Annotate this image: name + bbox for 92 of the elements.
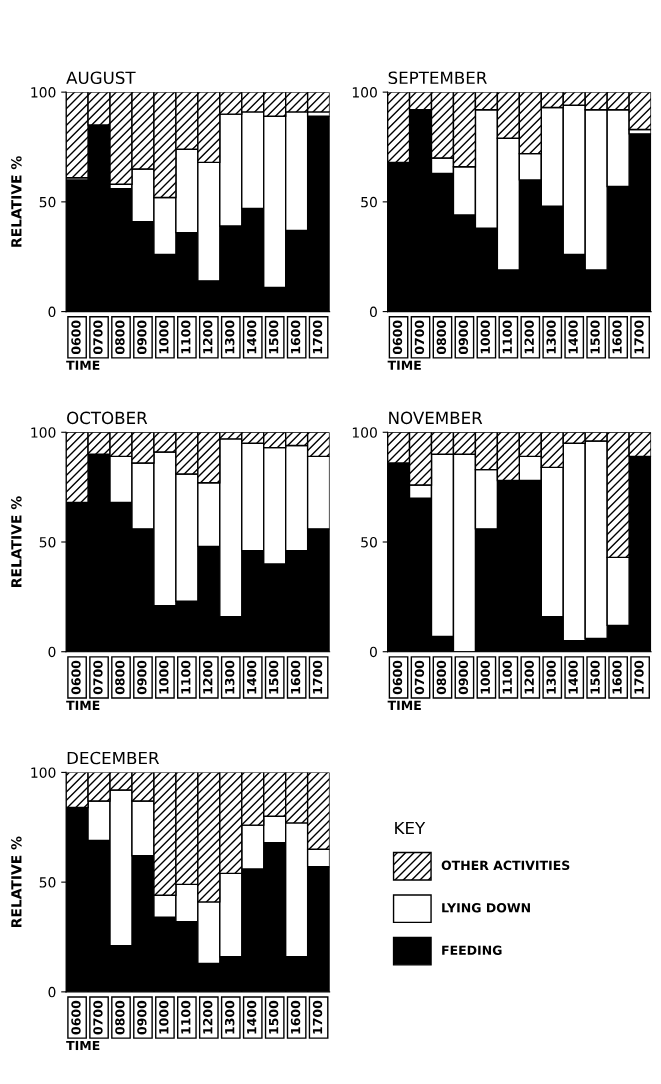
x-tick-label: 0800 (436, 660, 447, 695)
x-tick-label: 1600 (612, 320, 622, 354)
y-tick-label: 100 (352, 87, 377, 98)
x-tick-label: 0900 (137, 1000, 147, 1035)
x-tick-label: 1600 (290, 320, 301, 354)
y-tick-label: 0 (369, 646, 377, 658)
x-tick-label: 1000 (480, 660, 491, 694)
x-tick-label: 0600 (392, 320, 403, 355)
chart-title: OCTOBER (67, 411, 148, 425)
x-tick-label: 1000 (159, 660, 169, 694)
x-tick-label: 1700 (312, 320, 323, 354)
y-tick-label: 100 (352, 427, 377, 438)
y-axis-title: RELATIVE % (11, 496, 22, 587)
x-tick-label: 0900 (137, 660, 147, 695)
y-tick-label: 0 (48, 986, 56, 998)
x-axis-title: TIME (66, 700, 100, 710)
x-axis-title: TIME (66, 360, 100, 370)
legend-label: OTHER ACTIVITIES (441, 860, 570, 871)
x-tick-label: 0700 (414, 320, 425, 355)
y-tick-label: 50 (39, 536, 56, 548)
x-tick-label: 0900 (458, 320, 469, 355)
chart-title: NOVEMBER (389, 411, 483, 425)
y-tick-label: 100 (31, 767, 56, 778)
x-tick-label: 1100 (502, 660, 512, 694)
y-tick-label: 0 (48, 646, 56, 658)
x-tick-label: 0700 (93, 320, 103, 355)
legend-title: KEY (395, 821, 426, 835)
y-tick-label: 100 (31, 87, 56, 98)
x-tick-label: 1200 (524, 320, 534, 354)
x-tick-label: 0700 (414, 660, 425, 695)
x-tick-label: 1200 (524, 660, 534, 694)
x-tick-label: 1700 (634, 660, 644, 694)
x-tick-label: 1500 (268, 660, 279, 694)
x-tick-label: 0600 (392, 660, 403, 695)
x-tick-label: 1000 (159, 1000, 169, 1034)
x-tick-label: 1300 (546, 660, 556, 694)
x-tick-label: 1600 (290, 1000, 301, 1034)
y-tick-label: 50 (361, 536, 377, 548)
y-axis-title: RELATIVE % (11, 156, 22, 247)
y-tick-label: 50 (361, 196, 377, 208)
y-tick-label: 100 (31, 427, 56, 438)
x-tick-label: 1200 (203, 320, 213, 354)
x-tick-label: 0600 (71, 1000, 81, 1035)
x-tick-label: 1600 (290, 660, 301, 694)
x-tick-label: 1500 (268, 1000, 279, 1034)
x-tick-label: 0600 (71, 320, 81, 355)
x-tick-label: 0900 (458, 660, 469, 695)
x-tick-label: 1400 (568, 660, 578, 694)
legend-label: FEEDING (442, 945, 502, 955)
x-tick-label: 1400 (246, 320, 257, 354)
x-tick-label: 1700 (634, 320, 644, 354)
chart-title: SEPTEMBER (388, 71, 487, 85)
x-tick-label: 0800 (115, 660, 125, 695)
x-tick-label: 0600 (71, 660, 81, 695)
x-tick-label: 1300 (224, 660, 235, 694)
chart-title: DECEMBER (67, 751, 160, 765)
x-tick-label: 1200 (203, 660, 213, 694)
y-tick-label: 0 (369, 306, 377, 318)
x-tick-label: 1100 (502, 320, 512, 354)
x-tick-label: 0900 (137, 320, 147, 355)
x-tick-label: 1300 (224, 320, 235, 354)
x-tick-label: 1300 (546, 320, 556, 354)
x-axis-title: TIME (66, 1040, 100, 1051)
x-tick-label: 0800 (115, 1000, 125, 1035)
x-tick-label: 1000 (480, 320, 491, 354)
x-tick-label: 0700 (93, 660, 103, 695)
x-tick-label: 1500 (268, 320, 279, 354)
x-tick-label: 0800 (115, 320, 125, 355)
x-tick-label: 1400 (568, 320, 578, 354)
x-tick-label: 1400 (246, 660, 257, 694)
x-axis-title: TIME (387, 700, 421, 710)
x-tick-label: 1500 (590, 320, 600, 354)
x-tick-label: 1000 (159, 320, 169, 354)
y-tick-label: 50 (39, 196, 56, 208)
legend-label: LYING DOWN (442, 903, 530, 913)
x-tick-label: 1300 (224, 1000, 235, 1034)
y-tick-label: 0 (48, 306, 56, 318)
chart-title: AUGUST (66, 71, 136, 85)
y-axis-title: RELATIVE % (11, 836, 22, 928)
x-tick-label: 1100 (181, 320, 191, 354)
x-tick-label: 1200 (203, 1000, 213, 1034)
x-tick-label: 1400 (246, 1000, 257, 1034)
x-tick-label: 1700 (312, 660, 323, 694)
x-tick-label: 1500 (590, 660, 600, 694)
x-tick-label: 1600 (612, 660, 622, 694)
y-tick-label: 50 (39, 877, 56, 888)
x-tick-label: 1700 (312, 1000, 323, 1034)
x-tick-label: 1100 (181, 660, 191, 694)
x-tick-label: 0700 (93, 1000, 103, 1035)
x-tick-label: 0800 (436, 320, 447, 355)
x-axis-title: TIME (387, 360, 421, 370)
x-tick-label: 1100 (181, 1000, 191, 1034)
